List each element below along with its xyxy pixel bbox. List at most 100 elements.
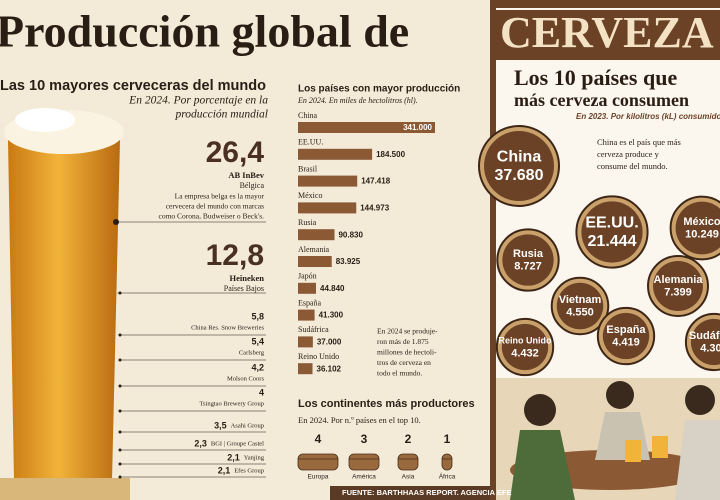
value-label: 36.102	[317, 364, 342, 373]
value-label: 341.000	[403, 123, 432, 132]
category-label: Rusia	[298, 218, 317, 227]
value-label: 184.500	[376, 150, 405, 159]
category-label: Sudáfrica	[298, 325, 329, 334]
leader-dot	[118, 462, 122, 466]
annotation: todo el mundo.	[377, 369, 422, 378]
chart-title: Los 10 países que	[514, 65, 677, 90]
brewer-description: cervecera del mundo con marcas	[166, 202, 264, 211]
chart-subtitle: producción mundial	[174, 109, 268, 121]
chart-title: Los países con mayor producción	[298, 84, 460, 95]
bar	[298, 122, 435, 133]
brewer-name: BGI | Groupe Castel	[211, 440, 264, 447]
bubble-value: 4.419	[612, 337, 640, 349]
bar	[298, 229, 335, 241]
bar	[298, 282, 317, 294]
brewer-name: Heineken	[230, 273, 265, 283]
brewer-name: AB InBev	[228, 170, 264, 180]
bubble-value: 8.727	[514, 261, 542, 273]
leader-dot	[118, 409, 122, 413]
barrel	[297, 453, 339, 471]
brewer-name: Molson Coors	[227, 375, 264, 382]
annotation: cerveza produce y	[597, 149, 660, 159]
figure-head	[606, 381, 634, 409]
category-label: Alemania	[298, 245, 330, 254]
bar	[298, 202, 357, 214]
figure-body	[510, 430, 575, 500]
leader-dot	[118, 384, 122, 388]
barrel	[397, 453, 419, 471]
barrel	[348, 453, 380, 471]
title-highlight-box	[496, 10, 720, 60]
bubble-name: China	[497, 148, 542, 165]
annotation: tros de cerveza en	[377, 358, 431, 367]
bubble-name: Alemania	[654, 274, 704, 286]
bar	[298, 309, 315, 321]
page-title-highlight: CERVEZA	[500, 8, 714, 57]
annotation: ron más de 1.875	[377, 337, 429, 346]
value-label: 2,1	[227, 452, 240, 462]
value-label: 147.418	[361, 177, 390, 186]
bubble-value: 37.680	[495, 167, 544, 184]
page-title: Producción global de	[0, 6, 409, 57]
bubble-inner	[501, 323, 549, 371]
value-label: 26,4	[206, 136, 265, 169]
bubble-inner	[484, 131, 554, 201]
bubble-name: Rusia	[513, 248, 544, 260]
chart-title: Los continentes más productores	[298, 398, 475, 410]
value-label: 83.925	[336, 257, 361, 266]
chart-subtitle: En 2024. Por n.º países en el top 10.	[298, 415, 421, 425]
category-label: Europa	[308, 474, 329, 481]
category-label: Japón	[298, 272, 317, 281]
bubble-value: 4.432	[511, 348, 539, 360]
bar	[298, 175, 358, 187]
value-label: 2,1	[218, 465, 231, 475]
value-label: 1	[444, 432, 451, 446]
leader-dot	[118, 475, 122, 479]
leader-dot	[118, 430, 122, 434]
bubble-inner	[581, 201, 643, 263]
brewer-name: Asahi Group	[231, 422, 264, 429]
bubble-name: Vietnam	[559, 294, 602, 306]
leader-dot	[118, 358, 122, 362]
beer-mug	[652, 436, 668, 458]
chart-subtitle: En 2024. En miles de hectolitros (hl).	[297, 96, 418, 105]
value-label: 3,5	[214, 420, 227, 430]
bubble-inner	[690, 318, 720, 366]
source: FUENTE: BARTHHAAS REPORT. AGENCIA EFE	[342, 488, 511, 497]
leader-dot	[118, 333, 122, 337]
bubble-inner	[675, 201, 720, 255]
right-panel-top	[490, 0, 720, 8]
bubble-name: Sudáfrica	[689, 330, 720, 342]
value-label: 4,2	[251, 362, 264, 372]
category-label: México	[298, 191, 322, 200]
brewer-name: China Res. Snow Breweries	[191, 324, 264, 331]
figure-head	[524, 394, 556, 426]
glass-foam-top	[15, 108, 75, 132]
bubble-inner	[502, 234, 554, 286]
category-label: España	[298, 298, 322, 307]
bubble-name: Reino Unido	[499, 335, 552, 345]
category-label: EE.UU.	[298, 138, 323, 147]
figure-body	[675, 420, 720, 500]
category-label: Reino Unido	[298, 352, 339, 361]
right-panel-edge	[490, 0, 496, 500]
category-label: China	[298, 111, 318, 120]
bar	[298, 336, 313, 348]
brewer-country: Bélgica	[240, 181, 265, 190]
brewer-name: Efes Group	[234, 467, 264, 474]
value-label: 4	[315, 432, 322, 446]
value-label: 12,8	[206, 239, 264, 272]
brewer-name: Yanjing	[244, 454, 265, 461]
bubble-name: México	[683, 216, 720, 228]
brewer-description: como Corona, Budweiser o Beck's.	[159, 212, 265, 221]
bubble-inner	[602, 312, 650, 360]
beer-mug	[625, 440, 641, 462]
bar	[298, 256, 332, 267]
value-label: 4	[259, 387, 264, 397]
chart-subtitle: En 2024. Por porcentaje en la	[128, 95, 268, 107]
value-label: 3	[361, 432, 368, 446]
value-label: 90.830	[338, 230, 363, 239]
value-label: 2	[405, 432, 412, 446]
bubble-inner	[556, 282, 604, 330]
